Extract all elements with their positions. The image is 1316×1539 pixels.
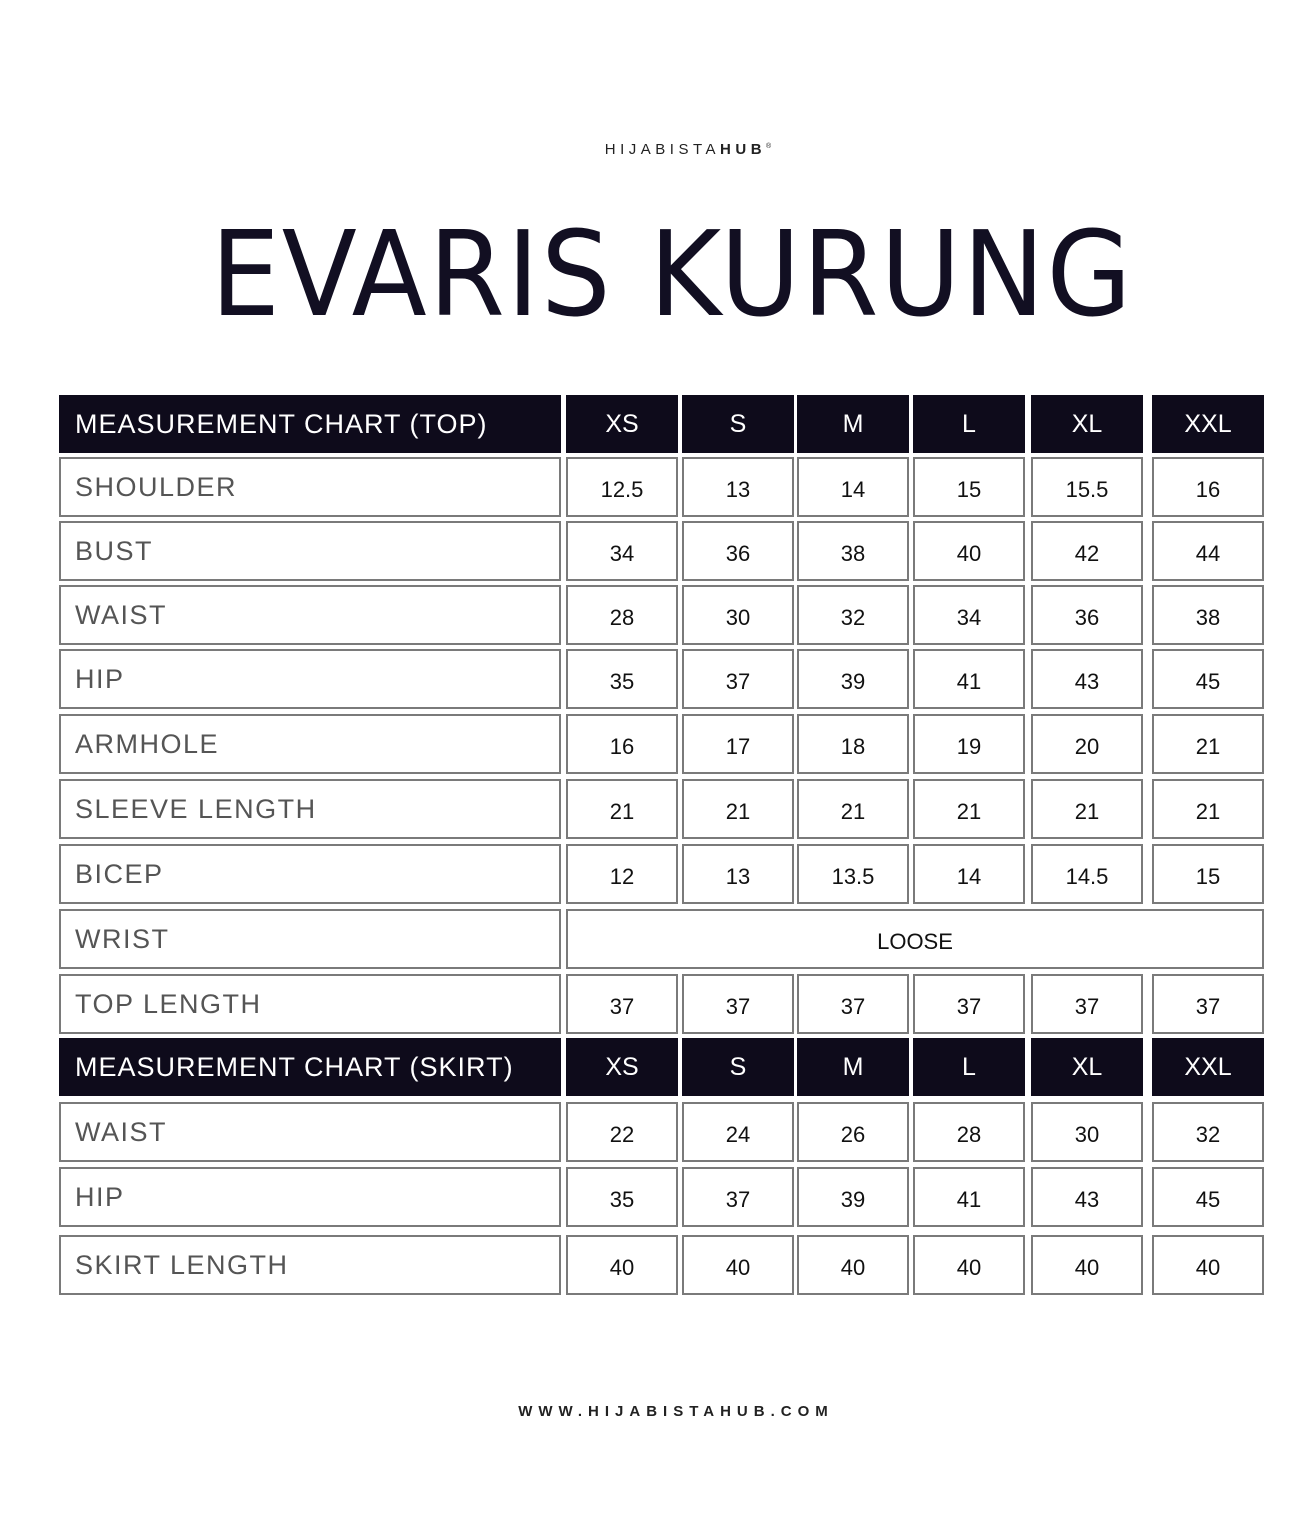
value-cell: 15.5 [1031,457,1143,517]
skirt-header: MEASUREMENT CHART (SKIRT) [59,1038,561,1096]
value-cell: 43 [1031,1167,1143,1227]
size-header-xs: XS [566,1038,678,1096]
value-cell: 41 [913,649,1025,709]
value-cell: 12.5 [566,457,678,517]
value-cell: 35 [566,1167,678,1227]
value-cell: 18 [797,714,909,774]
value-cell: 39 [797,1167,909,1227]
size-header-s: S [682,1038,794,1096]
value-cell: 13 [682,844,794,904]
value-cell: 14.5 [1031,844,1143,904]
value-cell: 21 [566,779,678,839]
value-cell: 43 [1031,649,1143,709]
value-cell: 44 [1152,521,1264,581]
value-cell: 16 [1152,457,1264,517]
registered-mark: ® [766,143,772,150]
value-cell: 37 [682,974,794,1034]
top-row-label: BICEP [59,844,561,904]
value-cell: 21 [913,779,1025,839]
value-cell: 38 [1152,585,1264,645]
value-cell: 39 [797,649,909,709]
brand-name-bold: HUB [720,141,767,158]
value-cell: 21 [797,779,909,839]
value-cell: 14 [797,457,909,517]
skirt-row-label: HIP [59,1167,561,1227]
value-cell: 16 [566,714,678,774]
value-cell: 28 [913,1102,1025,1162]
value-cell: 36 [1031,585,1143,645]
value-cell: 40 [797,1235,909,1295]
value-cell: 40 [1152,1235,1264,1295]
value-cell: 40 [913,1235,1025,1295]
value-cell: 12 [566,844,678,904]
value-cell: 37 [682,649,794,709]
size-header-l: L [913,395,1025,453]
skirt-row-label: SKIRT LENGTH [59,1235,561,1295]
size-header-xl: XL [1031,1038,1143,1096]
value-cell: 38 [797,521,909,581]
size-header-xs: XS [566,395,678,453]
top-row-label: BUST [59,521,561,581]
value-cell: 21 [682,779,794,839]
value-cell: 37 [682,1167,794,1227]
value-cell: 41 [913,1167,1025,1227]
size-header-s: S [682,395,794,453]
value-cell: 32 [797,585,909,645]
value-cell: 24 [682,1102,794,1162]
size-header-xl: XL [1031,395,1143,453]
top-header: MEASUREMENT CHART (TOP) [59,395,561,453]
value-cell: 40 [566,1235,678,1295]
size-header-xxl: XXL [1152,395,1264,453]
value-cell: 37 [797,974,909,1034]
size-header-m: M [797,1038,909,1096]
value-cell: 42 [1031,521,1143,581]
value-cell: 20 [1031,714,1143,774]
value-cell: 37 [566,974,678,1034]
value-cell: 37 [1031,974,1143,1034]
skirt-row-label: WAIST [59,1102,561,1162]
value-cell: 32 [1152,1102,1264,1162]
size-header-l: L [913,1038,1025,1096]
value-cell: 30 [682,585,794,645]
value-cell: 21 [1031,779,1143,839]
value-cell: 21 [1152,779,1264,839]
value-cell: 21 [1152,714,1264,774]
top-row-label: WAIST [59,585,561,645]
page-title: EVARIS KURUNG [210,205,1134,343]
value-cell: 13.5 [797,844,909,904]
top-row-label: SLEEVE LENGTH [59,779,561,839]
value-cell: 40 [913,521,1025,581]
value-cell: 15 [1152,844,1264,904]
value-cell: 34 [913,585,1025,645]
value-cell: 19 [913,714,1025,774]
value-cell: 26 [797,1102,909,1162]
brand-name-light: HIJABISTA [604,141,721,158]
merged-value-cell: LOOSE [566,909,1264,969]
value-cell: 30 [1031,1102,1143,1162]
value-cell: 45 [1152,1167,1264,1227]
top-row-label: TOP LENGTH [59,974,561,1034]
value-cell: 15 [913,457,1025,517]
top-row-label: SHOULDER [59,457,561,517]
value-cell: 36 [682,521,794,581]
value-cell: 14 [913,844,1025,904]
value-cell: 45 [1152,649,1264,709]
value-cell: 35 [566,649,678,709]
website-url: WWW.HIJABISTAHUB.COM [518,1403,834,1420]
value-cell: 37 [913,974,1025,1034]
value-cell: 28 [566,585,678,645]
top-row-label: WRIST [59,909,561,969]
top-row-label: ARMHOLE [59,714,561,774]
value-cell: 40 [1031,1235,1143,1295]
value-cell: 17 [682,714,794,774]
value-cell: 34 [566,521,678,581]
top-row-label: HIP [59,649,561,709]
value-cell: 13 [682,457,794,517]
size-header-xxl: XXL [1152,1038,1264,1096]
value-cell: 40 [682,1235,794,1295]
size-header-m: M [797,395,909,453]
value-cell: 22 [566,1102,678,1162]
brand-logo: HIJABISTAHUB® [0,141,1316,158]
value-cell: 37 [1152,974,1264,1034]
